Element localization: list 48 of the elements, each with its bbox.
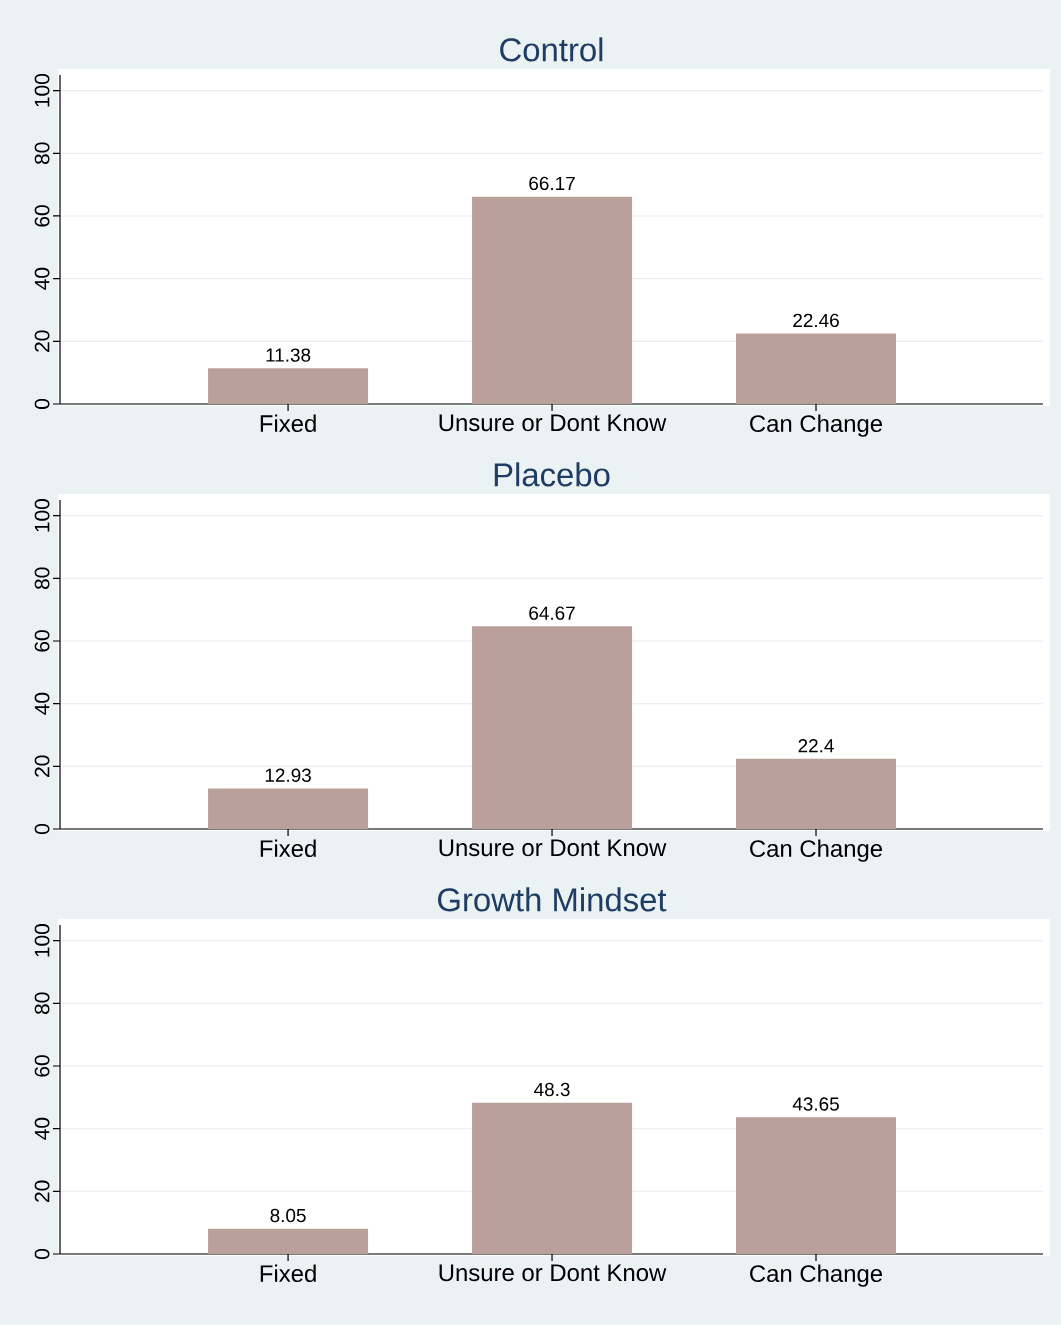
bar bbox=[472, 1102, 633, 1254]
x-tick-label: Fixed bbox=[260, 839, 316, 858]
bar bbox=[472, 196, 633, 404]
bar bbox=[208, 1228, 369, 1254]
data-label: 8.05 bbox=[270, 1208, 306, 1223]
data-label: 66.17 bbox=[529, 176, 575, 191]
y-tick-label: 20 bbox=[34, 330, 50, 352]
y-tick-label: 0 bbox=[34, 823, 50, 834]
data-label: 43.65 bbox=[792, 1097, 839, 1111]
data-label: 64.67 bbox=[529, 606, 575, 620]
bar bbox=[472, 626, 633, 829]
y-tick-label: 80 bbox=[34, 567, 50, 590]
bar bbox=[736, 1117, 897, 1254]
x-tick-label: Unsure or Dont Know bbox=[439, 414, 667, 432]
y-tick-label: 80 bbox=[34, 992, 50, 1015]
x-tick-label: Can Change bbox=[750, 414, 883, 437]
y-tick-label: 20 bbox=[34, 1180, 50, 1202]
chart-title: Control bbox=[500, 37, 603, 62]
data-label: 22.46 bbox=[793, 313, 839, 328]
chart-title: Growth Mindset bbox=[438, 887, 667, 912]
data-label: 48.3 bbox=[534, 1082, 570, 1097]
x-tick-label: Unsure or Dont Know bbox=[439, 1264, 667, 1282]
x-tick-label: Fixed bbox=[260, 414, 316, 433]
bar bbox=[736, 333, 897, 404]
y-tick-label: 40 bbox=[34, 267, 50, 290]
x-tick-label: Unsure or Dont Know bbox=[439, 839, 667, 857]
bar bbox=[736, 758, 897, 829]
data-label: 11.38 bbox=[266, 348, 311, 362]
y-tick-label: 40 bbox=[34, 692, 50, 715]
y-tick-label: 60 bbox=[34, 630, 50, 652]
x-tick-label: Fixed bbox=[260, 1264, 316, 1283]
y-tick-label: 40 bbox=[34, 1117, 50, 1140]
bar bbox=[208, 368, 369, 404]
y-tick-label: 20 bbox=[34, 755, 50, 777]
y-tick-label: 100 bbox=[34, 499, 50, 532]
y-tick-label: 0 bbox=[34, 398, 50, 409]
y-tick-label: 60 bbox=[34, 1055, 50, 1077]
bar bbox=[208, 788, 369, 829]
x-tick-label: Can Change bbox=[750, 839, 883, 862]
y-tick-label: 80 bbox=[34, 142, 50, 165]
data-label: 12.93 bbox=[265, 768, 311, 782]
y-tick-label: 100 bbox=[34, 924, 50, 957]
y-tick-label: 0 bbox=[34, 1249, 50, 1259]
y-tick-label: 100 bbox=[34, 74, 50, 107]
y-tick-label: 60 bbox=[34, 205, 50, 227]
x-tick-label: Can Change bbox=[750, 1264, 883, 1287]
chart-title: Placebo bbox=[494, 462, 610, 487]
data-label: 22.4 bbox=[798, 739, 834, 753]
